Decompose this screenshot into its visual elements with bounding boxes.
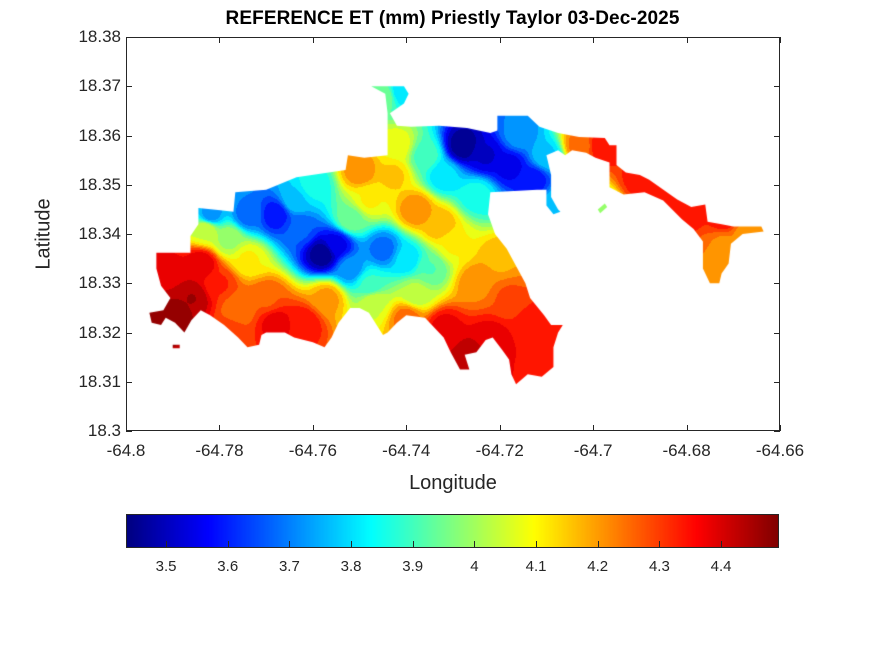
x-tick-label: -64.72 [475,441,524,460]
colorbar-tick-label: 4.3 [648,558,670,575]
colorbar-tick-label: 4.1 [525,558,547,575]
x-tick-label: -64.74 [382,441,431,460]
colorbar-tick-label: 3.6 [217,558,239,575]
colorbar [126,514,779,548]
y-tick-label: 18.31 [78,371,121,391]
axes-frame [126,37,781,432]
y-tick-label: 18.33 [78,273,121,293]
colorbar-tick-label: 3.8 [340,558,362,575]
y-tick-label: 18.36 [78,125,121,145]
colorbar-tick-label: 4 [470,558,479,575]
colorbar-tick-label: 3.7 [278,558,300,575]
y-tick-label: 18.35 [78,174,121,194]
colorbar-tick-label: 3.5 [155,558,177,575]
axes-box [126,37,780,431]
x-tick-label: -64.7 [573,441,613,460]
colorbar-tick-label: 4.4 [710,558,732,575]
plot-area [126,37,781,432]
x-tick-label: -64.8 [106,441,146,460]
colorbar-box [126,514,779,548]
y-tick-label: 18.3 [87,421,121,440]
y-tick-label: 18.32 [78,322,121,342]
x-tick-label: -64.78 [195,441,244,460]
y-tick-label: 18.37 [78,76,121,96]
x-tick-label: -64.76 [288,441,337,460]
colorbar-frame [126,514,779,548]
y-tick-label: 18.34 [78,224,121,243]
x-tick-label: -64.66 [755,441,805,460]
chart-title: REFERENCE ET (mm) Priestly Taylor 03-Dec… [225,8,680,29]
x-tick-label: -64.68 [662,441,711,460]
et-heatmap [126,37,780,431]
colorbar-gradient [126,514,779,548]
x-axis-label: Longitude [409,472,497,494]
colorbar-tick-label: 3.9 [402,558,424,575]
y-tick-label: 18.38 [78,27,121,46]
colorbar-tick-label: 4.2 [587,558,609,575]
y-axis-label: Latitude [32,198,55,270]
